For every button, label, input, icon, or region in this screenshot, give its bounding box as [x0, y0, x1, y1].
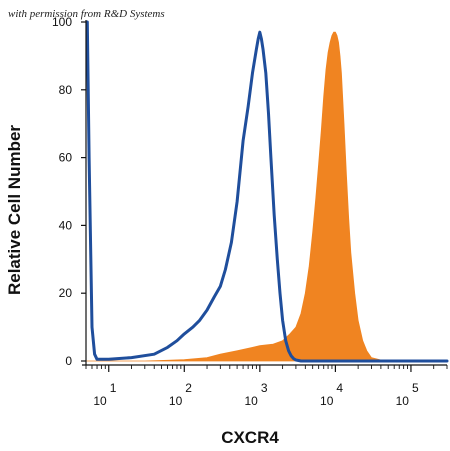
x-tick-label: 105 [396, 381, 419, 408]
x-tick-label: 103 [244, 381, 267, 408]
stained-histogram-area [86, 31, 447, 362]
y-tick-label: 100 [52, 15, 72, 29]
y-tick-label: 0 [65, 354, 72, 368]
x-tick-label: 104 [320, 381, 343, 408]
x-tick-base: 10 [169, 394, 183, 408]
x-tick-exponent: 3 [261, 381, 268, 395]
x-axis-title: CXCR4 [221, 428, 279, 447]
x-tick-base: 10 [320, 394, 334, 408]
x-tick-exponent: 1 [110, 381, 117, 395]
y-tick-label: 20 [59, 286, 73, 300]
x-tick-base: 10 [93, 394, 107, 408]
isotype-histogram-line [85, 20, 449, 363]
plot-area [85, 20, 449, 363]
x-tick-label: 102 [169, 381, 192, 408]
y-axis-ticks: 0 20 40 60 80 100 [52, 15, 86, 368]
x-tick-exponent: 4 [336, 381, 343, 395]
x-tick-base: 10 [244, 394, 258, 408]
x-tick-exponent: 2 [185, 381, 192, 395]
y-tick-label: 60 [59, 151, 73, 165]
y-axis-title: Relative Cell Number [5, 125, 24, 295]
x-tick-base: 10 [396, 394, 410, 408]
y-tick-label: 80 [59, 83, 73, 97]
watermark-text: with permission from R&D Systems [8, 8, 165, 20]
y-tick-label: 40 [59, 218, 73, 232]
x-tick-label: 101 [93, 381, 116, 408]
x-tick-exponent: 5 [412, 381, 419, 395]
